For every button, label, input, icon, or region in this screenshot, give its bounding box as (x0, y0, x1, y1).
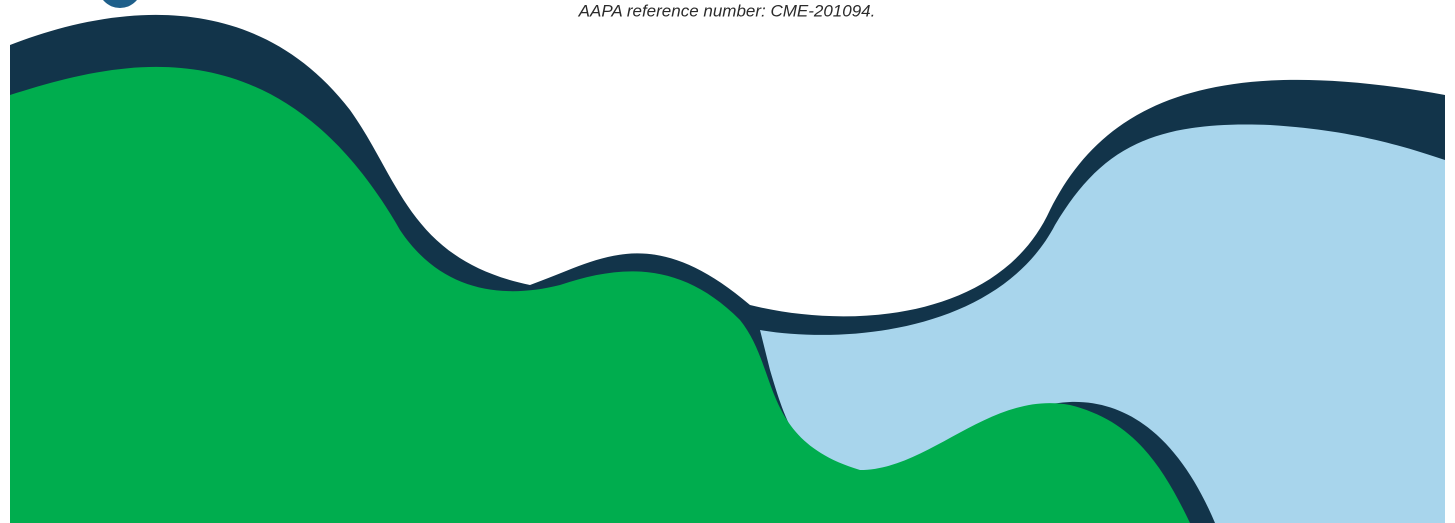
reference-number: AAPA reference number: CME-201094. (578, 1, 876, 20)
slide-footer: AAPA reference number: CME-201094. (0, 0, 1455, 523)
page: AAPA reference number: CME-201094. (() =… (0, 0, 1455, 523)
logo-fragment (98, 0, 142, 8)
